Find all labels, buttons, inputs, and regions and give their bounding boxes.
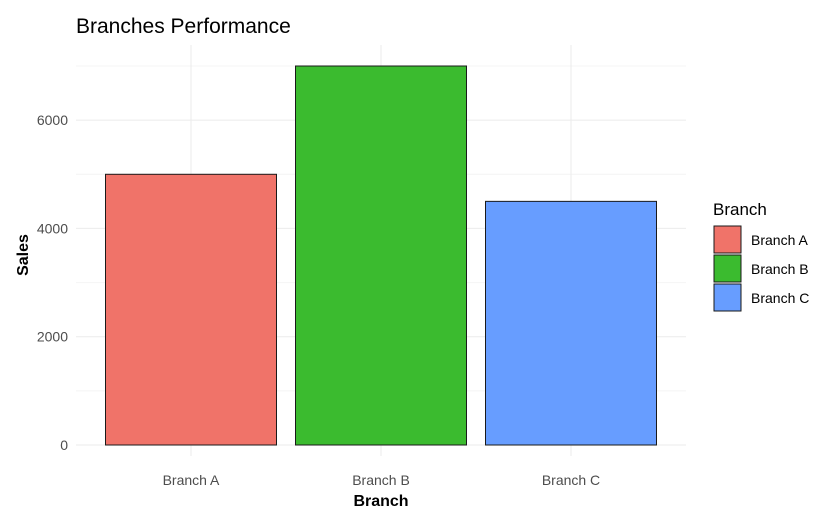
x-tick-label: Branch A <box>163 472 220 488</box>
legend-label: Branch C <box>751 290 809 306</box>
bar-branch-c <box>485 200 657 446</box>
x-axis-title: Branch <box>353 493 408 510</box>
x-tick-label: Branch B <box>352 472 410 488</box>
bar-branch-a <box>105 173 277 446</box>
x-tick-label: Branch C <box>542 472 600 488</box>
chart-title: Branches Performance <box>76 15 291 38</box>
legend-label: Branch A <box>751 232 808 248</box>
y-axis: 0 2000 4000 6000 <box>37 112 68 453</box>
legend: Branch Branch A Branch B Branch C <box>713 200 809 312</box>
y-axis-title: Sales <box>15 234 32 276</box>
y-tick-label: 6000 <box>37 112 68 128</box>
legend-key-branch-a <box>713 225 742 254</box>
legend-key-branch-c <box>713 283 742 312</box>
bars <box>105 65 657 446</box>
y-tick-label: 2000 <box>37 329 68 345</box>
legend-key-branch-b <box>713 254 742 283</box>
y-tick-label: 0 <box>60 437 68 453</box>
bar-branch-b <box>295 65 467 446</box>
legend-label: Branch B <box>751 261 809 277</box>
x-axis: Branch A Branch B Branch C <box>163 472 601 488</box>
y-tick-label: 4000 <box>37 220 68 236</box>
legend-title: Branch <box>713 200 767 219</box>
